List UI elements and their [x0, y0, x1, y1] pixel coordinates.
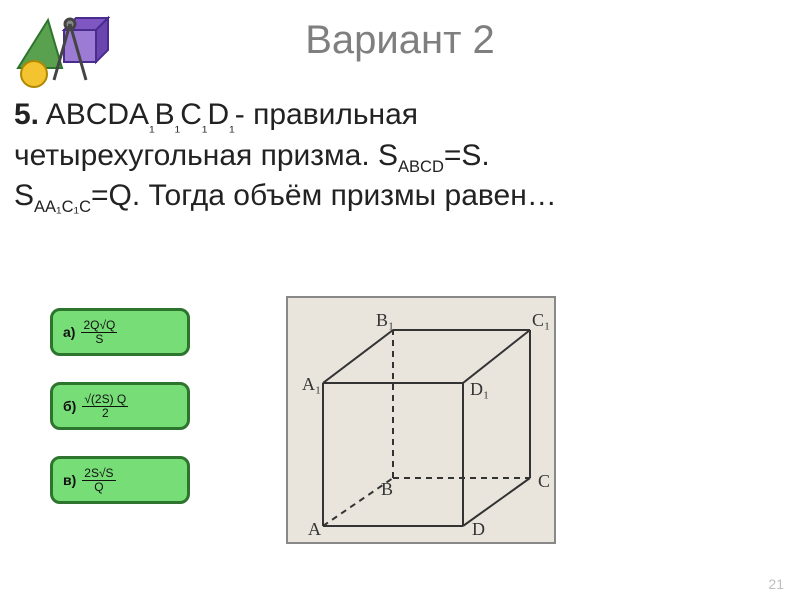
answer-formula: 2Q√Q S: [81, 319, 117, 345]
problem-number: 5.: [14, 98, 39, 131]
answer-label: а): [63, 324, 75, 340]
answer-option-a[interactable]: а) 2Q√Q S: [50, 308, 190, 356]
page-number: 21: [768, 576, 784, 592]
problem-text: 5. ABCDA₁B₁C₁D₁- правильная четырехуголь…: [14, 96, 786, 218]
svg-text:A: A: [308, 519, 321, 539]
answer-options: а) 2Q√Q S б) √(2S) Q 2 в) 2S√S Q: [50, 308, 200, 530]
svg-text:D₁: D₁: [470, 379, 489, 399]
prism-figure: A D B C A₁ D₁ B₁ C₁: [286, 296, 556, 544]
svg-text:A₁: A₁: [302, 374, 321, 394]
answer-label: в): [63, 472, 76, 488]
svg-text:B₁: B₁: [376, 310, 394, 330]
answer-option-b[interactable]: б) √(2S) Q 2: [50, 382, 190, 430]
svg-text:D: D: [472, 519, 485, 539]
answer-formula: 2S√S Q: [82, 467, 115, 493]
slide: Вариант 2 5. ABCDA₁B₁C₁D₁- правильная че…: [0, 0, 800, 600]
answer-label: б): [63, 398, 76, 414]
answer-option-c[interactable]: в) 2S√S Q: [50, 456, 190, 504]
answer-formula: √(2S) Q 2: [82, 393, 128, 419]
svg-text:C₁: C₁: [532, 310, 550, 330]
svg-text:C: C: [538, 471, 550, 491]
svg-text:B: B: [381, 479, 393, 499]
slide-title: Вариант 2: [0, 18, 800, 63]
